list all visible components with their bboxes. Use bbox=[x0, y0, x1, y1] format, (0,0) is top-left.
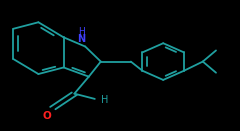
Text: O: O bbox=[42, 111, 51, 121]
Text: H: H bbox=[101, 95, 108, 105]
Text: N: N bbox=[78, 34, 86, 44]
Text: H: H bbox=[78, 27, 85, 36]
